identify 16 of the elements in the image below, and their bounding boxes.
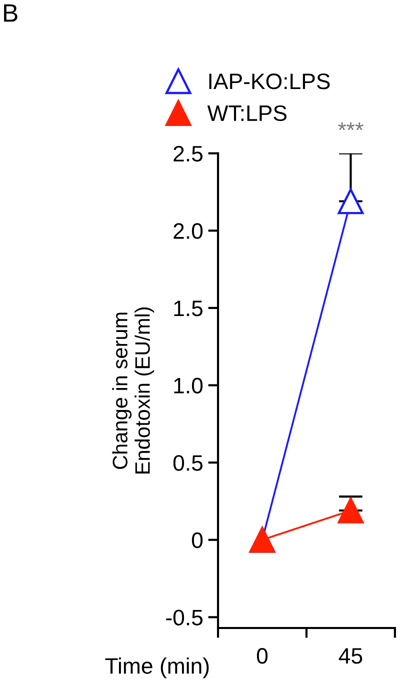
legend-label: WT:LPS bbox=[207, 105, 286, 122]
y-tick-label: 2.0 bbox=[174, 223, 203, 239]
annotation: *** bbox=[338, 122, 364, 130]
y-axis-title: Change in serum Endotoxin (EU/ml) bbox=[112, 307, 154, 474]
y-tick-label: 1.0 bbox=[174, 378, 203, 394]
x-tick-label: 45 bbox=[338, 648, 362, 664]
y-tick-label: -0.5 bbox=[166, 610, 203, 626]
y-tick-label: 2.5 bbox=[174, 146, 203, 162]
y-tick-label: 1.5 bbox=[174, 300, 203, 316]
point bbox=[338, 188, 364, 214]
point bbox=[338, 498, 364, 524]
y-tick-label: 0 bbox=[192, 532, 203, 548]
text: B bbox=[4, 4, 18, 22]
x-axis-title: Time (min) bbox=[105, 658, 209, 678]
y-tick-label: 0.5 bbox=[173, 455, 203, 471]
legend-label: IAP-KO:LPS bbox=[209, 74, 330, 90]
